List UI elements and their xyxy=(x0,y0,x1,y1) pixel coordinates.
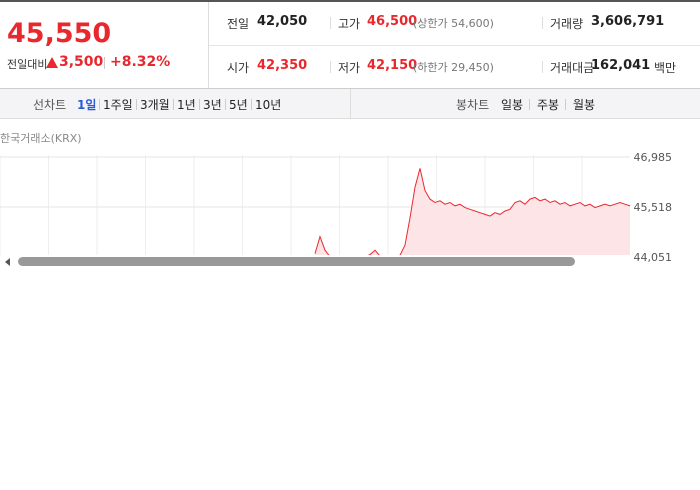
change-label: 전일대비 xyxy=(7,58,48,71)
tab[interactable]: 월봉 xyxy=(573,98,596,112)
divider xyxy=(0,88,700,89)
y-tick-label: 44,051 xyxy=(634,251,673,264)
tab[interactable]: 1일 xyxy=(77,98,97,112)
stat-label: 고가 xyxy=(338,17,361,31)
stat-value: 42,150 xyxy=(367,58,418,73)
stat-extra: (하한가 29,450) xyxy=(413,61,494,74)
tab[interactable]: 주봉 xyxy=(537,98,560,112)
current-price: 45,550 xyxy=(7,18,112,49)
separator xyxy=(542,61,543,73)
separator xyxy=(99,99,100,110)
tab[interactable]: 1년 xyxy=(177,98,196,112)
separator xyxy=(330,61,331,73)
tab[interactable]: 5년 xyxy=(229,98,248,112)
stat-value: 162,041 xyxy=(591,58,651,73)
candle-tabs xyxy=(351,89,700,119)
separator xyxy=(104,57,105,69)
scroll-thumb[interactable] xyxy=(18,257,575,266)
stat-value: 46,500 xyxy=(367,14,418,29)
plot xyxy=(0,155,631,255)
stat-value: 42,350 xyxy=(257,58,308,73)
stat-value: 42,050 xyxy=(257,14,308,29)
tab[interactable]: 1주일 xyxy=(103,98,133,112)
top-border xyxy=(0,0,700,2)
stat-label: 저가 xyxy=(338,61,361,75)
separator xyxy=(173,99,174,110)
y-tick-label: 45,518 xyxy=(634,201,673,214)
separator xyxy=(225,99,226,110)
separator xyxy=(542,17,543,29)
stat-label: 거래대금 xyxy=(550,61,595,75)
separator xyxy=(565,99,566,110)
stat-label: 시가 xyxy=(227,61,250,75)
separator xyxy=(251,99,252,110)
chart: 46,985 45,518 44,051 xyxy=(0,151,673,266)
area xyxy=(315,168,630,255)
change: 3,500 xyxy=(59,54,104,70)
up-arrow xyxy=(46,57,58,68)
tab[interactable]: 3년 xyxy=(203,98,222,112)
stat-label: 거래량 xyxy=(550,17,584,31)
price-line xyxy=(314,168,631,255)
price-box: 45,550 전일대비 3,500 +8.32% xyxy=(0,2,209,88)
stat-extra: (상한가 54,600) xyxy=(413,17,494,30)
tab[interactable]: 3개월 xyxy=(140,98,170,112)
source: 한국거래소(KRX) xyxy=(0,132,82,145)
line-tabs xyxy=(0,89,351,119)
tab[interactable]: 10년 xyxy=(255,98,282,112)
change-rate: +8.32% xyxy=(110,54,171,70)
tab-group-label: 봉차트 xyxy=(456,98,490,112)
separator xyxy=(136,99,137,110)
y-tick-label: 46,985 xyxy=(634,151,673,164)
separator xyxy=(529,99,530,110)
stat-value: 3,606,791 xyxy=(591,14,665,29)
separator xyxy=(199,99,200,110)
scroll-left[interactable] xyxy=(5,258,10,266)
stat-unit: 백만 xyxy=(654,61,677,75)
separator xyxy=(330,17,331,29)
stat-label: 전일 xyxy=(227,17,250,31)
row-divider xyxy=(209,45,700,46)
tab[interactable]: 일봉 xyxy=(501,98,524,112)
tab-group-label: 선차트 xyxy=(33,98,67,112)
